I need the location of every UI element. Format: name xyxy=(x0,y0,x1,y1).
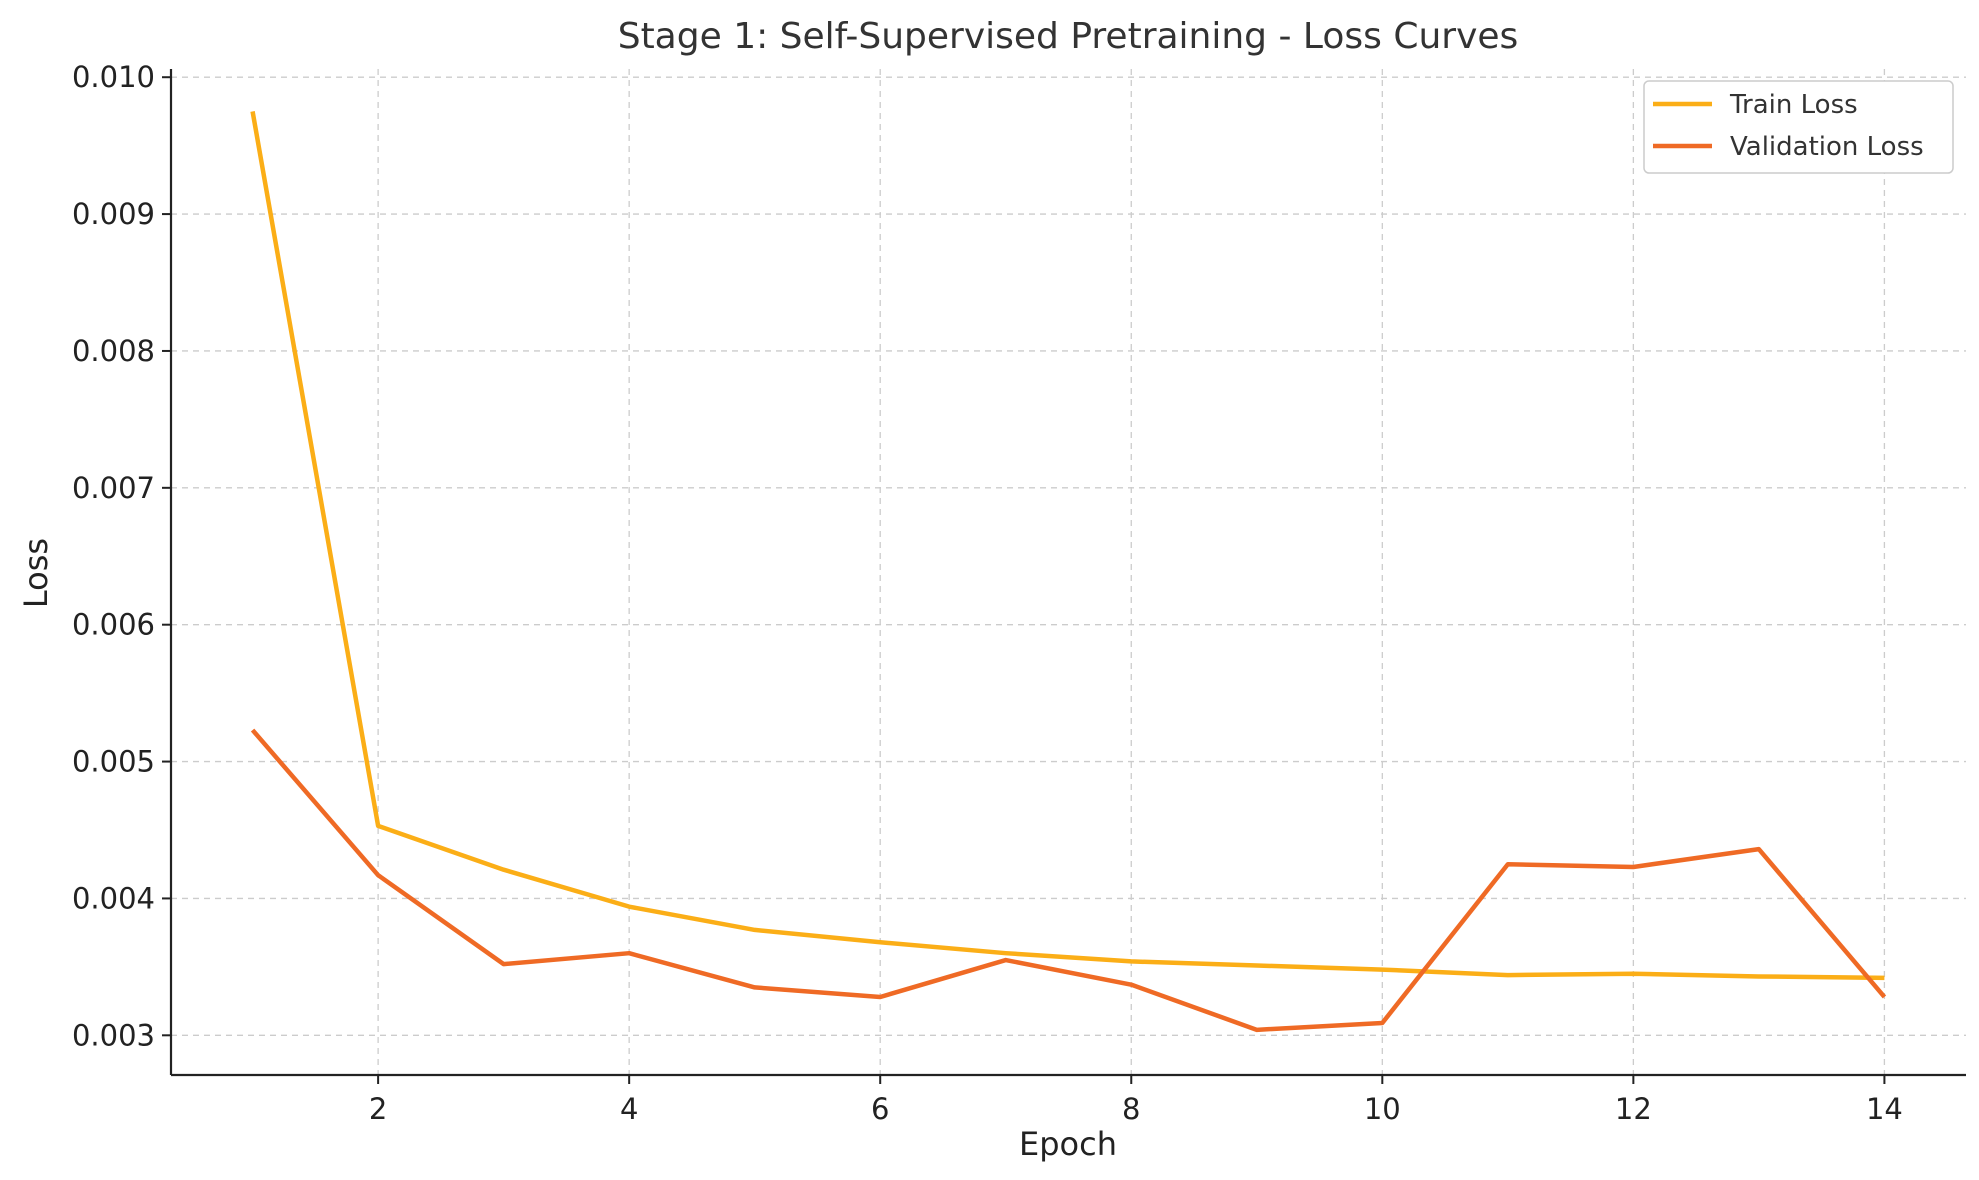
legend-box xyxy=(1643,80,1954,174)
x-ticks: 2 4 6 8 10 12 14 xyxy=(369,1075,1903,1126)
series-lines xyxy=(250,111,1887,1033)
grid-lines xyxy=(171,69,1966,1075)
y-tick-label: 0.003 xyxy=(72,1018,155,1052)
y-ticks: 0.003 0.004 0.005 0.006 0.007 0.008 0.009 0.010 xyxy=(72,60,171,1052)
legend: Train Loss Validation Loss xyxy=(1643,80,1954,174)
chart-title: Stage 1: Self-Supervised Pretraining - L… xyxy=(618,16,1519,57)
y-tick-label: 0.009 xyxy=(72,197,155,231)
y-tick-label: 0.004 xyxy=(72,881,155,915)
axes xyxy=(169,69,1966,1077)
x-tick-label: 4 xyxy=(620,1092,638,1126)
y-tick-label: 0.010 xyxy=(72,60,155,94)
y-tick-label: 0.008 xyxy=(72,334,155,368)
y-tick-label: 0.005 xyxy=(72,745,155,779)
y-axis-label: Loss xyxy=(17,538,55,608)
legend-label-train-loss: Train Loss xyxy=(1729,90,1858,120)
x-tick-label: 10 xyxy=(1364,1092,1401,1126)
x-tick-label: 14 xyxy=(1866,1092,1903,1126)
x-tick-label: 8 xyxy=(1122,1092,1140,1126)
series-line-train-loss xyxy=(250,111,1885,981)
series-line-validation-loss xyxy=(250,728,1887,1033)
legend-label-validation-loss: Validation Loss xyxy=(1730,132,1924,162)
y-tick-label: 0.007 xyxy=(72,471,155,505)
x-tick-label: 2 xyxy=(369,1092,387,1126)
y-tick-label: 0.006 xyxy=(72,608,155,642)
x-tick-label: 6 xyxy=(871,1092,889,1126)
x-axis-label: Epoch xyxy=(1019,1125,1117,1163)
x-tick-label: 12 xyxy=(1615,1092,1652,1126)
